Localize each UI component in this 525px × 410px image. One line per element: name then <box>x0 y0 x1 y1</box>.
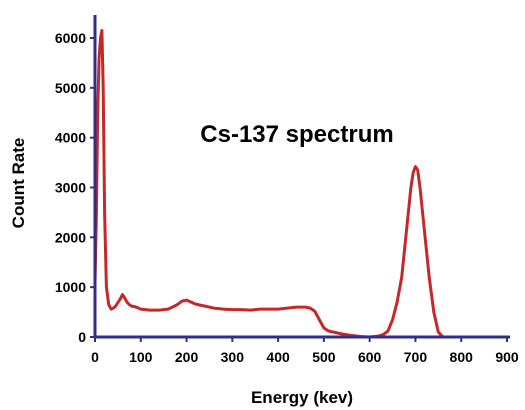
y-tick-label: 0 <box>78 329 86 345</box>
x-tick-label: 600 <box>358 349 382 365</box>
x-axis-ticks: 0 100 200 300 400 500 600 700 800 900 <box>91 337 519 365</box>
y-tick-label: 6000 <box>55 30 86 46</box>
spectrum-line <box>93 29 463 339</box>
chart-title: Cs-137 spectrum <box>200 121 393 148</box>
x-tick-label: 100 <box>129 349 153 365</box>
y-tick-label: 5000 <box>55 80 86 96</box>
x-tick-label: 800 <box>450 349 474 365</box>
x-tick-label: 200 <box>175 349 199 365</box>
plot-area <box>93 29 463 339</box>
x-tick-label: 300 <box>221 349 245 365</box>
y-tick-label: 3000 <box>55 180 86 196</box>
x-tick-label: 400 <box>266 349 290 365</box>
x-tick-label: 500 <box>312 349 336 365</box>
y-axis-title: Count Rate <box>9 138 28 229</box>
y-axis-ticks: 0 1000 2000 3000 4000 5000 6000 <box>55 30 95 345</box>
y-tick-label: 4000 <box>55 130 86 146</box>
x-tick-label: 700 <box>404 349 428 365</box>
x-axis-title: Energy (kev) <box>251 388 353 407</box>
y-tick-label: 1000 <box>55 279 86 295</box>
y-tick-label: 2000 <box>55 229 86 245</box>
x-tick-label: 900 <box>495 349 519 365</box>
x-tick-label: 0 <box>91 349 99 365</box>
